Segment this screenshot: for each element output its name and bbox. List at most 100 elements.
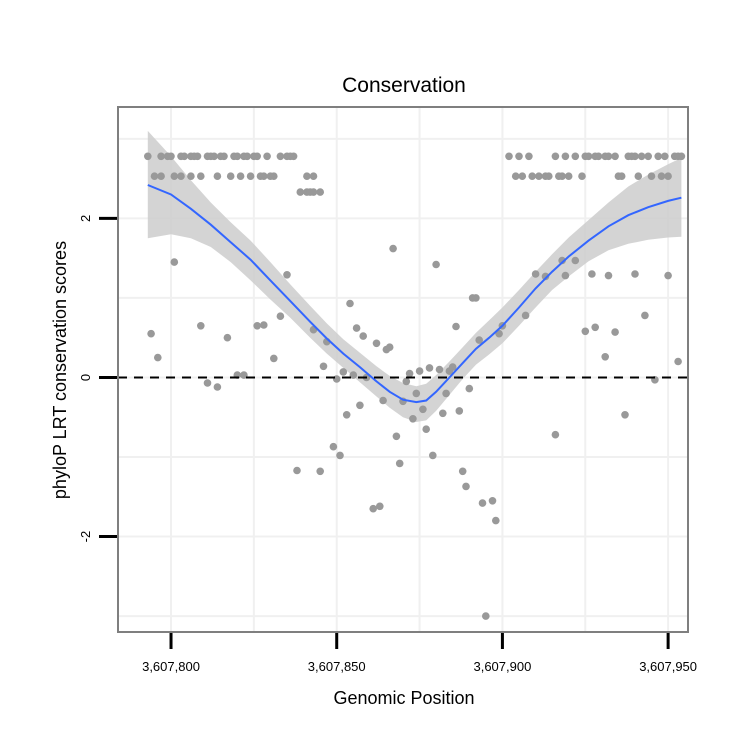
data-point — [604, 152, 613, 161]
data-point — [253, 152, 261, 161]
data-point — [213, 172, 222, 180]
data-point — [157, 152, 165, 161]
data-point — [429, 451, 437, 460]
data-point — [528, 172, 536, 180]
data-point — [296, 188, 305, 196]
data-point — [561, 152, 570, 161]
data-point — [588, 270, 596, 278]
data-point — [306, 188, 315, 196]
data-point — [283, 271, 291, 279]
data-point — [177, 172, 185, 180]
data-point — [266, 172, 275, 180]
data-point — [518, 172, 527, 180]
data-point — [627, 152, 636, 161]
data-point — [342, 411, 351, 419]
data-point — [253, 322, 261, 330]
data-point — [525, 152, 533, 161]
data-point — [187, 152, 195, 161]
data-point — [379, 396, 387, 405]
data-point — [260, 172, 268, 180]
data-point — [246, 172, 255, 180]
data-point — [664, 271, 672, 280]
data-point — [452, 322, 460, 331]
data-point — [511, 172, 520, 180]
data-point — [316, 188, 325, 196]
data-point — [505, 152, 513, 161]
data-point — [611, 328, 619, 336]
data-point — [435, 365, 444, 374]
data-point — [147, 329, 155, 338]
y-tick-label: 0 — [78, 374, 93, 381]
data-point — [336, 451, 344, 460]
data-point — [674, 357, 682, 366]
data-point — [558, 172, 566, 180]
data-point — [402, 377, 411, 386]
y-tick-label: -2 — [78, 531, 93, 543]
data-point — [319, 362, 328, 371]
data-point — [207, 152, 215, 161]
data-point — [465, 384, 474, 393]
data-point — [332, 375, 341, 383]
x-tick-label: 3,607,800 — [142, 659, 200, 674]
data-point — [521, 311, 530, 320]
data-point — [432, 260, 440, 269]
y-tick-label: 2 — [78, 215, 93, 222]
data-point — [439, 409, 447, 418]
data-point — [561, 271, 570, 280]
data-point — [270, 354, 278, 363]
data-point — [448, 363, 457, 371]
data-point — [425, 364, 434, 372]
data-point — [458, 467, 467, 476]
data-point — [455, 407, 464, 415]
data-point — [641, 311, 649, 320]
data-point — [372, 339, 381, 348]
data-point — [677, 152, 686, 161]
data-point — [193, 152, 202, 161]
data-point — [150, 172, 159, 180]
data-point — [263, 152, 271, 161]
data-point — [634, 172, 643, 180]
data-point — [591, 323, 599, 332]
data-point — [594, 152, 603, 161]
data-point — [657, 172, 666, 180]
data-point — [531, 270, 540, 278]
data-point — [551, 152, 560, 161]
data-point — [197, 322, 205, 330]
data-point — [276, 152, 285, 161]
data-point — [170, 172, 179, 180]
data-point — [276, 312, 285, 321]
data-point — [243, 152, 251, 161]
data-point — [604, 271, 613, 280]
data-point — [578, 172, 586, 180]
data-point — [197, 172, 205, 180]
y-axis-title: phyloP LRT conservation scores — [50, 241, 70, 499]
panel-background — [118, 107, 688, 632]
data-point — [617, 172, 626, 180]
data-point — [409, 415, 417, 423]
data-point — [492, 516, 500, 525]
data-point — [558, 256, 566, 265]
data-point — [661, 152, 669, 161]
data-point — [564, 172, 573, 180]
data-point — [329, 442, 338, 451]
data-point — [472, 294, 480, 302]
data-point — [167, 152, 175, 161]
data-point — [216, 152, 225, 161]
data-point — [515, 152, 523, 161]
data-point — [385, 343, 394, 352]
data-point — [376, 502, 384, 511]
confidence-band — [147, 130, 682, 422]
data-point — [415, 367, 424, 375]
data-point — [369, 504, 378, 513]
data-point — [664, 172, 672, 180]
data-point — [581, 327, 590, 336]
data-point — [303, 172, 311, 180]
data-point — [352, 324, 361, 332]
data-point — [571, 152, 580, 161]
data-point — [260, 321, 268, 329]
data-point — [611, 152, 619, 161]
data-point — [482, 612, 490, 620]
chart-title: Conservation — [342, 74, 466, 97]
data-point — [339, 368, 348, 376]
